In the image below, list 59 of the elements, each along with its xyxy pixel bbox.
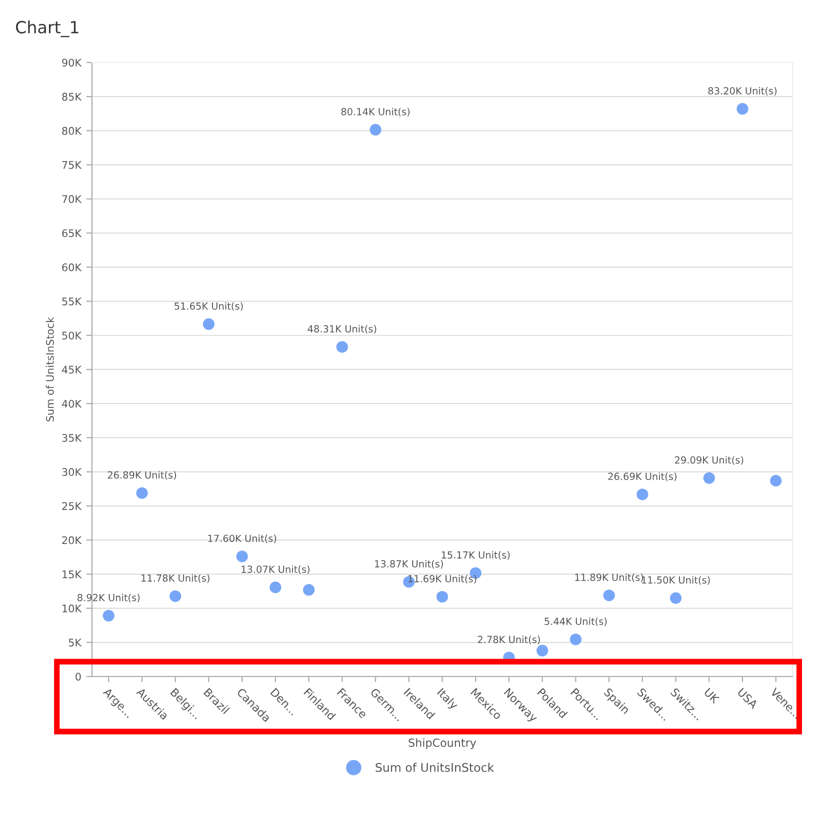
- data-label: 80.14K Unit(s): [341, 108, 410, 117]
- data-label: 29.09K Unit(s): [674, 456, 744, 465]
- point: [636, 488, 648, 500]
- y-tick-label: 15K: [62, 570, 82, 578]
- data-label: 8.92K Unit(s): [78, 594, 140, 602]
- y-tick-label: 40K: [62, 400, 82, 408]
- point: [370, 124, 382, 136]
- y-tick-label: 80K: [62, 126, 82, 135]
- y-tick-label: 30K: [62, 468, 82, 476]
- y-tick-label: 60K: [62, 263, 82, 272]
- y-tick-label: 65K: [62, 229, 82, 238]
- data-label: 2.78K Unit(s): [478, 636, 540, 644]
- data-label: 17.60K Unit(s): [208, 534, 276, 544]
- data-label: 11.78K Unit(s): [142, 574, 210, 583]
- point: [570, 634, 582, 646]
- y-tick-label: 45K: [62, 366, 82, 374]
- data-label: 13.87K Unit(s): [375, 560, 443, 569]
- data-label: 48.31K Unit(s): [308, 324, 376, 334]
- data-label: 5.44K Unit(s): [544, 617, 607, 626]
- chart-title: Chart_1: [16, 20, 78, 38]
- y-tick-label: 10K: [62, 604, 82, 612]
- point: [136, 487, 148, 499]
- x-tick-label: UK: [704, 688, 720, 704]
- point: [302, 584, 315, 596]
- y-axis-title: Sum of UnitsInStock: [46, 316, 54, 422]
- point: [736, 103, 748, 115]
- point: [102, 610, 114, 622]
- y-tick-label: 85K: [62, 92, 82, 101]
- y-tick-label: 90K: [62, 58, 82, 67]
- data-label: 13.07K Unit(s): [242, 565, 310, 574]
- y-tick-label: 35K: [62, 434, 82, 442]
- y-tick-label: 25K: [62, 502, 82, 510]
- point: [202, 318, 215, 330]
- data-label: 26.89K Unit(s): [108, 471, 176, 480]
- y-tick-label: 0: [76, 672, 81, 681]
- x-axis-title: ShipCountry: [408, 738, 476, 750]
- point: [436, 590, 448, 603]
- point: [270, 582, 282, 594]
- data-label: 83.20K Unit(s): [708, 86, 777, 96]
- y-tick-label: 50K: [62, 332, 82, 340]
- y-tick-label: 20K: [62, 536, 82, 544]
- y-tick-label: 70K: [62, 195, 82, 204]
- y-tick-label: 75K: [62, 161, 82, 169]
- data-label: 15.17K Unit(s): [442, 551, 510, 560]
- point: [336, 341, 348, 353]
- data-label: 51.65K Unit(s): [174, 302, 243, 311]
- y-tick-label: 5K: [68, 638, 82, 646]
- data-label: 11.89K Unit(s): [575, 573, 644, 582]
- point: [236, 550, 248, 562]
- data-label: 11.50K Unit(s): [642, 576, 710, 585]
- point: [670, 592, 682, 604]
- data-label: 26.69K Unit(s): [608, 472, 676, 482]
- point: [603, 590, 615, 602]
- legend-label: Sum of UnitsInStock: [376, 762, 494, 772]
- point: [703, 472, 715, 484]
- point: [770, 474, 782, 487]
- y-tick-label: 55K: [62, 298, 82, 306]
- point: [536, 644, 548, 656]
- point: [170, 590, 182, 602]
